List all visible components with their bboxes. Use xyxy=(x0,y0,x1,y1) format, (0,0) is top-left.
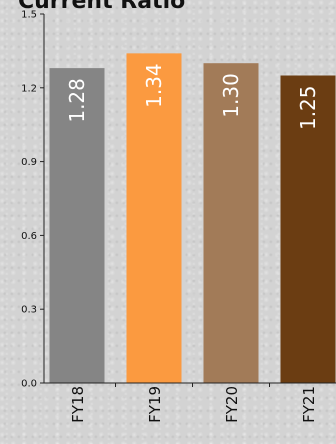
bar-value-label: 1.25 xyxy=(296,86,320,131)
bar-value-label: 1.34 xyxy=(142,63,166,108)
x-axis: FY18 FY19 FY20 FY21 xyxy=(44,382,336,423)
bar-fy21 xyxy=(280,75,336,383)
x-tick-label: FY21 xyxy=(300,386,318,423)
bar-fy18 xyxy=(49,68,105,384)
y-tick-label: 1.5 xyxy=(21,10,37,21)
y-tick-label: 1.2 xyxy=(21,83,37,94)
x-tick-label: FY18 xyxy=(69,386,87,423)
y-tick-label: 0.9 xyxy=(21,157,37,168)
bar-value-label: 1.28 xyxy=(65,78,89,123)
chart-title: Current Ratio xyxy=(18,0,185,14)
bars: 1.28 1.34 1.30 1.25 xyxy=(49,53,336,384)
bar-value-label: 1.30 xyxy=(219,73,243,118)
y-tick-label: 0.0 xyxy=(21,379,37,390)
x-tick-label: FY19 xyxy=(146,386,164,423)
bar-fy20 xyxy=(203,63,259,383)
x-tick-label: FY20 xyxy=(223,386,241,423)
bar-fy19 xyxy=(126,53,182,384)
y-tick-label: 0.3 xyxy=(21,305,37,316)
y-tick-label: 0.6 xyxy=(21,231,37,242)
y-axis: 0.0 0.3 0.6 0.9 1.2 1.5 xyxy=(21,10,45,390)
